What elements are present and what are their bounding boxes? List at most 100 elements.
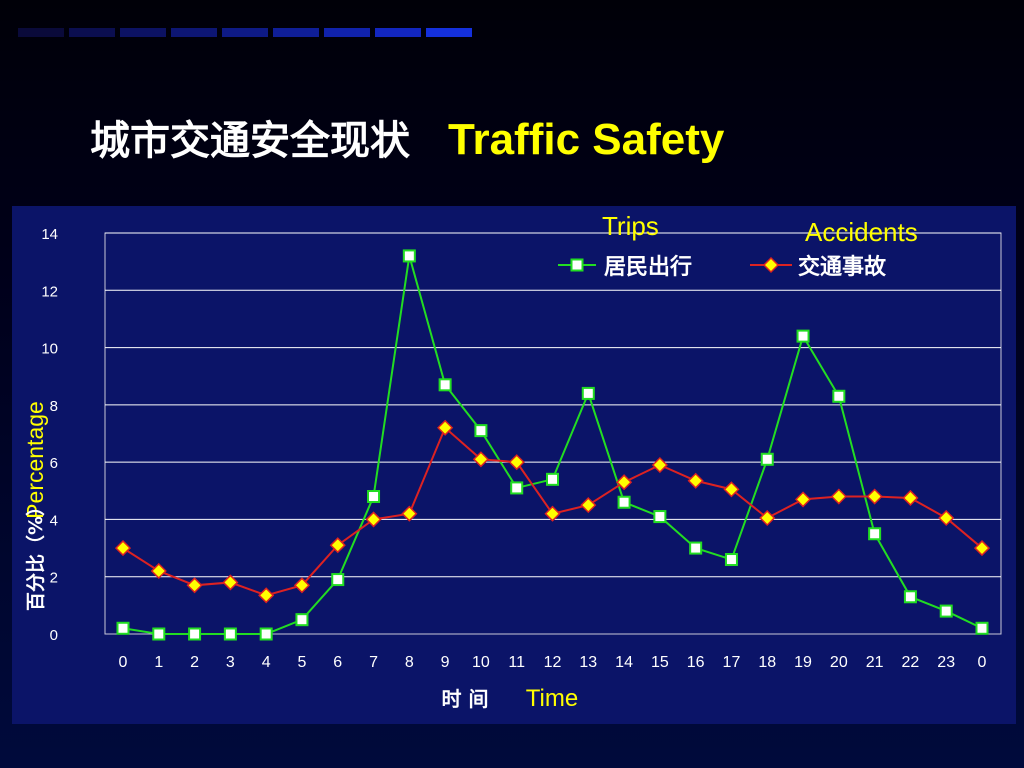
strip-block — [69, 28, 115, 37]
data-point-trips — [581, 386, 595, 400]
data-point-trips — [152, 627, 166, 641]
x-tick-label: 21 — [866, 654, 884, 671]
data-point-accidents — [973, 540, 991, 557]
data-point-trips — [724, 553, 738, 567]
data-point-trips — [868, 527, 882, 541]
annotation-accidents: Accidents — [805, 217, 918, 247]
data-point-accidents — [580, 497, 597, 514]
data-point-accidents — [759, 509, 776, 527]
y-tick-label: 10 — [41, 341, 58, 358]
data-point-trips — [188, 627, 202, 641]
data-point-accidents — [687, 472, 704, 489]
data-point-trips — [832, 389, 846, 403]
data-point-accidents — [544, 505, 561, 522]
y-tick-label: 0 — [50, 627, 58, 644]
y-tick-label: 4 — [50, 512, 58, 529]
annotation-trips: Trips — [602, 211, 659, 241]
x-tick-label: 18 — [758, 654, 776, 671]
x-tick-label: 1 — [154, 654, 163, 671]
data-point-trips — [510, 481, 524, 495]
title-english: Traffic Safety — [448, 115, 725, 164]
x-axis-label: 时 间 — [442, 687, 489, 711]
x-tick-label: 20 — [830, 654, 848, 671]
x-tick-label: 7 — [369, 654, 378, 671]
x-tick-label: 4 — [262, 654, 271, 671]
y-tick-label: 2 — [50, 570, 58, 587]
x-tick-label: 11 — [508, 654, 525, 671]
x-tick-label: 9 — [441, 654, 450, 671]
data-point-trips — [760, 452, 774, 466]
slide-title: 城市交通安全现状 Traffic Safety — [90, 108, 724, 164]
chart-panel: 0 2 4 6 8 10 12 14 0 1 2 3 4 5 6 7 8 9 10 11 12 13 14 15 16 17 18 1… — [12, 206, 1016, 724]
x-tick-label: 13 — [579, 654, 597, 671]
data-point-trips — [438, 378, 452, 392]
data-point-accidents — [472, 451, 489, 468]
y-tick-label: 14 — [41, 226, 58, 243]
data-point-trips — [402, 249, 416, 263]
x-tick-label: 3 — [226, 654, 235, 671]
x-tick-label: 2 — [190, 654, 199, 671]
data-point-trips — [903, 590, 917, 604]
data-point-accidents — [150, 562, 167, 580]
data-point-trips — [617, 495, 631, 509]
data-point-accidents — [258, 587, 275, 604]
y-tick-label: 8 — [50, 398, 58, 415]
data-point-accidents — [938, 509, 955, 527]
data-point-accidents — [329, 537, 346, 554]
y-tick-label: 6 — [50, 455, 58, 472]
data-point-accidents — [293, 577, 311, 594]
data-point-trips — [546, 472, 559, 486]
strip-block — [18, 28, 64, 37]
data-point-accidents — [723, 481, 740, 498]
data-point-accidents — [222, 574, 239, 591]
strip-block — [324, 28, 370, 37]
data-point-accidents — [401, 505, 418, 522]
data-point-accidents — [114, 540, 132, 557]
plot-frame — [104, 232, 1002, 635]
data-point-trips — [474, 424, 488, 438]
x-tick-label: 10 — [472, 654, 490, 671]
x-tick-label: 5 — [298, 654, 307, 671]
data-point-accidents — [616, 474, 633, 491]
data-point-trips — [367, 490, 381, 504]
data-point-trips — [116, 621, 130, 635]
x-tick-label: 16 — [687, 654, 705, 671]
x-tick-label: 17 — [723, 654, 741, 671]
y-tick-label: 12 — [41, 283, 58, 300]
data-point-accidents — [651, 456, 668, 474]
legend-label-accidents: 交通事故 — [798, 254, 887, 280]
x-tick-label: 14 — [615, 654, 633, 671]
data-point-trips — [653, 510, 667, 524]
data-point-trips — [331, 573, 345, 587]
legend-label-trips: 居民出行 — [604, 254, 692, 280]
x-tick-label: 12 — [544, 654, 562, 671]
strip-block — [426, 28, 472, 37]
x-tick-label: 6 — [333, 654, 342, 671]
title-chinese: 城市交通安全现状 — [90, 118, 410, 164]
data-point-accidents — [902, 489, 919, 507]
x-axis-label-english: Time — [526, 685, 578, 712]
data-point-accidents — [365, 511, 382, 528]
strip-block — [375, 28, 421, 37]
data-point-trips — [295, 613, 309, 627]
data-point-trips — [259, 627, 273, 641]
strip-block — [171, 28, 217, 37]
series-line-trips — [122, 255, 983, 635]
data-point-trips — [939, 604, 953, 618]
x-tick-label: 22 — [902, 654, 920, 671]
x-tick-label: 8 — [405, 654, 414, 671]
data-point-accidents — [830, 488, 847, 505]
decorative-color-strip — [18, 28, 472, 37]
data-point-accidents — [866, 488, 883, 505]
x-tick-label: 23 — [937, 654, 955, 671]
y-axis-label-english: Percentage — [22, 401, 48, 519]
x-tick-label: 15 — [651, 654, 669, 671]
strip-block — [120, 28, 166, 37]
data-point-accidents — [794, 491, 812, 508]
data-point-accidents — [508, 454, 525, 471]
data-point-accidents — [437, 419, 454, 436]
legend-marker-trips — [570, 258, 584, 272]
data-point-trips — [975, 621, 989, 635]
strip-block — [222, 28, 268, 37]
